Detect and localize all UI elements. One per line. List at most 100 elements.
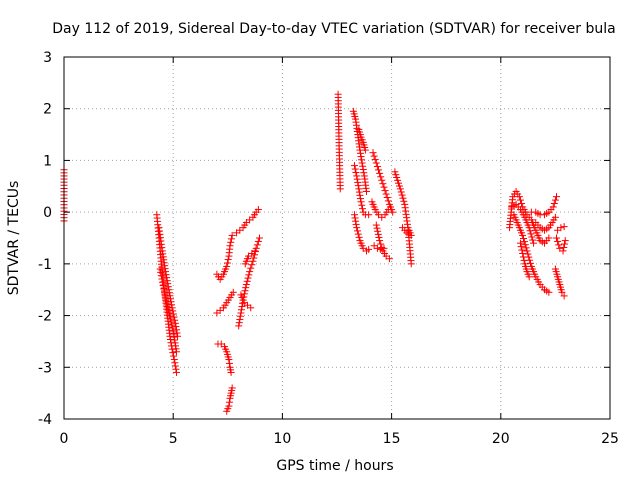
data-point	[253, 241, 261, 249]
x-tick-label: 5	[169, 431, 178, 447]
data-point	[160, 285, 168, 293]
plot-frame	[63, 56, 611, 420]
data-point	[166, 332, 174, 340]
data-point	[166, 295, 174, 303]
data-point	[225, 402, 233, 410]
data-point	[165, 286, 173, 294]
data-point	[166, 315, 174, 323]
data-point	[171, 359, 179, 367]
data-point	[554, 237, 562, 245]
data-point	[353, 175, 361, 183]
data-point	[358, 205, 366, 213]
data-point	[355, 188, 363, 196]
data-point	[237, 309, 245, 317]
data-point	[369, 149, 377, 157]
data-point	[378, 176, 386, 184]
data-point	[356, 191, 364, 199]
y-tick-label: -4	[38, 412, 52, 428]
data-point	[399, 194, 407, 202]
data-point	[359, 162, 367, 170]
data-point	[356, 195, 364, 203]
data-point	[241, 287, 249, 295]
data-point	[524, 250, 532, 258]
data-point	[167, 318, 175, 326]
data-point	[244, 274, 252, 282]
x-axis-label: GPS time / hours	[276, 458, 393, 474]
data-point	[225, 359, 233, 367]
data-point	[521, 241, 529, 249]
data-point	[236, 315, 244, 323]
data-point	[164, 306, 172, 314]
data-point	[527, 259, 535, 267]
data-point	[557, 224, 565, 232]
data-point	[227, 238, 235, 246]
data-point	[379, 180, 387, 188]
data-point	[357, 198, 365, 206]
data-point	[225, 398, 233, 406]
data-point	[238, 303, 246, 311]
data-point	[381, 187, 389, 195]
data-point	[376, 169, 384, 177]
x-tick-label: 0	[60, 431, 69, 447]
data-point	[239, 299, 247, 307]
data-point	[237, 306, 245, 314]
data-point	[228, 231, 236, 239]
data-point	[354, 182, 362, 190]
data-points	[60, 90, 569, 415]
data-point	[372, 221, 380, 229]
data-point	[407, 260, 415, 268]
data-point	[351, 214, 359, 222]
data-point	[355, 185, 363, 193]
data-point	[560, 223, 568, 231]
data-point	[377, 245, 385, 253]
y-tick-label: -2	[38, 309, 52, 325]
data-point	[353, 172, 361, 180]
data-point	[552, 193, 560, 201]
grid	[64, 57, 610, 419]
data-point	[224, 256, 232, 264]
data-point	[516, 196, 524, 204]
data-point	[170, 352, 178, 360]
data-point	[223, 262, 231, 270]
data-point	[526, 227, 534, 235]
axis-ticks: 0 5 10 15 20 25 -4 -3 -2 -1 0 1 2 3	[38, 50, 619, 447]
data-point	[157, 268, 165, 276]
data-point	[517, 243, 525, 251]
data-point	[555, 241, 563, 249]
data-point	[168, 324, 176, 332]
data-point	[528, 233, 536, 241]
data-point	[243, 277, 251, 285]
data-point	[516, 239, 524, 247]
data-point	[385, 255, 393, 263]
data-point	[359, 165, 367, 173]
data-point	[372, 159, 380, 167]
data-point	[373, 224, 381, 232]
data-point	[382, 190, 390, 198]
data-point	[159, 282, 167, 290]
data-point	[168, 301, 176, 309]
data-point	[358, 156, 366, 164]
data-point	[371, 156, 379, 164]
data-point	[394, 176, 402, 184]
data-point	[163, 300, 171, 308]
data-point	[530, 239, 538, 247]
data-point	[559, 247, 567, 255]
data-point	[391, 168, 399, 176]
x-tick-label: 25	[601, 431, 619, 447]
data-point	[223, 259, 231, 267]
data-point	[173, 329, 181, 337]
data-point	[172, 368, 180, 376]
data-point	[520, 256, 528, 264]
data-point	[360, 169, 368, 177]
data-point	[162, 268, 170, 276]
data-point	[393, 173, 401, 181]
data-point	[229, 288, 237, 296]
chart-title: Day 112 of 2019, Sidereal Day-to-day VTE…	[52, 21, 615, 37]
data-point	[172, 323, 180, 331]
data-point	[351, 165, 359, 173]
data-point	[407, 231, 415, 239]
data-point	[169, 310, 177, 318]
data-point	[398, 191, 406, 199]
data-point	[164, 283, 172, 291]
data-point	[397, 188, 405, 196]
